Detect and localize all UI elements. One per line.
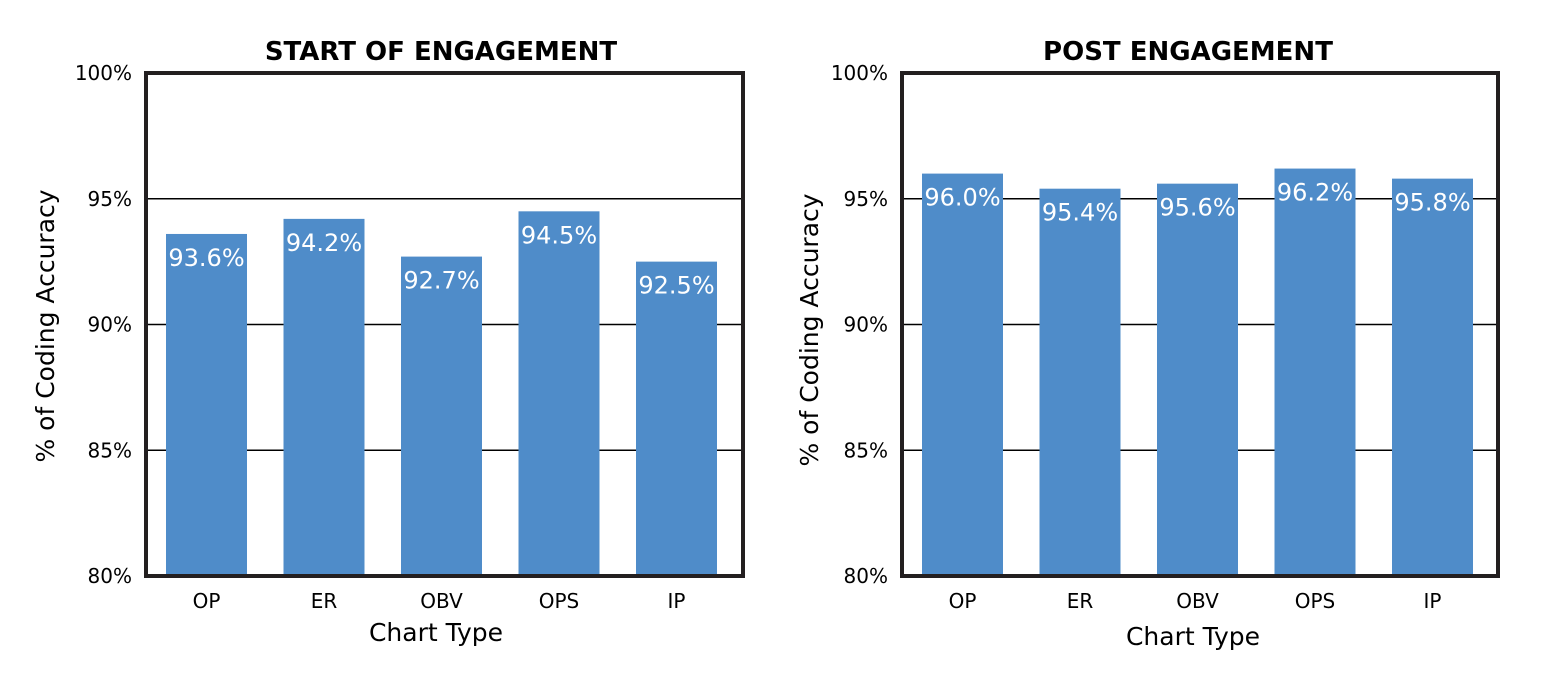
y-tick-label: 100% [831, 61, 888, 85]
bar-value-label: 92.7% [403, 267, 479, 295]
y-tick-label: 85% [88, 438, 132, 462]
x-tick-label: ER [311, 589, 338, 613]
chart-title: POST ENGAGEMENT [1043, 37, 1333, 67]
y-tick-label: 80% [844, 564, 888, 588]
plot-frame [900, 71, 1500, 578]
x-axis-label: Chart Type [369, 618, 503, 647]
bar-value-label: 94.5% [521, 221, 597, 249]
chart-title: START OF ENGAGEMENT [265, 37, 618, 67]
bar-value-label: 95.6% [1159, 194, 1235, 222]
x-tick-label: IP [668, 589, 686, 613]
bar-value-label: 94.2% [286, 229, 362, 257]
y-axis-label: % of Coding Accuracy [795, 193, 824, 466]
bar-value-label: 95.4% [1042, 199, 1118, 227]
x-tick-labels: OP ER OBV OPS IP [193, 589, 686, 613]
x-tick-label: OPS [539, 589, 580, 613]
x-tick-label: OBV [1176, 589, 1219, 613]
bar [401, 256, 482, 576]
bar-value-labels: 96.0% 95.4% 95.6% 96.2% 95.8% [924, 179, 1470, 227]
bar [1274, 168, 1356, 576]
y-tick-label: 85% [844, 438, 888, 462]
bar-value-label: 92.5% [638, 272, 714, 300]
y-tick-label: 95% [88, 187, 132, 211]
y-tick-label: 90% [88, 313, 132, 337]
x-tick-label: OBV [420, 589, 463, 613]
y-tick-label: 95% [844, 187, 888, 211]
bar [1392, 178, 1473, 576]
bars [166, 211, 717, 576]
bar [1039, 188, 1121, 576]
bar [636, 261, 717, 576]
x-tick-label: OP [949, 589, 977, 613]
bars [922, 168, 1473, 576]
bar [166, 233, 247, 576]
bar-value-label: 93.6% [168, 244, 244, 272]
bar-value-label: 96.0% [924, 184, 1000, 212]
plot-frame [144, 71, 745, 578]
x-axis-label: Chart Type [1126, 622, 1260, 651]
y-tick-label: 90% [844, 313, 888, 337]
bar-value-label: 96.2% [1277, 179, 1353, 207]
x-tick-label: OP [193, 589, 221, 613]
x-tick-label: IP [1424, 589, 1442, 613]
chart-panel-post: POST ENGAGEMENT % of Coding Accuracy Cha… [795, 37, 1500, 651]
x-tick-label: ER [1067, 589, 1094, 613]
chart-panel-start: START OF ENGAGEMENT % of Coding Accuracy… [31, 37, 745, 647]
x-tick-label: OPS [1295, 589, 1336, 613]
y-tick-label: 100% [75, 61, 132, 85]
bar [518, 211, 600, 576]
bar [922, 173, 1003, 576]
y-tick-labels: 80% 85% 90% 95% 100% [75, 61, 132, 588]
y-tick-labels: 80% 85% 90% 95% 100% [831, 61, 888, 588]
bar [283, 218, 365, 576]
x-tick-labels: OP ER OBV OPS IP [949, 589, 1442, 613]
bar-value-labels: 93.6% 94.2% 92.7% 94.5% 92.5% [168, 221, 714, 299]
bar [1157, 183, 1238, 576]
y-axis-label: % of Coding Accuracy [31, 189, 60, 462]
y-tick-label: 80% [88, 564, 132, 588]
bar-value-label: 95.8% [1394, 189, 1470, 217]
